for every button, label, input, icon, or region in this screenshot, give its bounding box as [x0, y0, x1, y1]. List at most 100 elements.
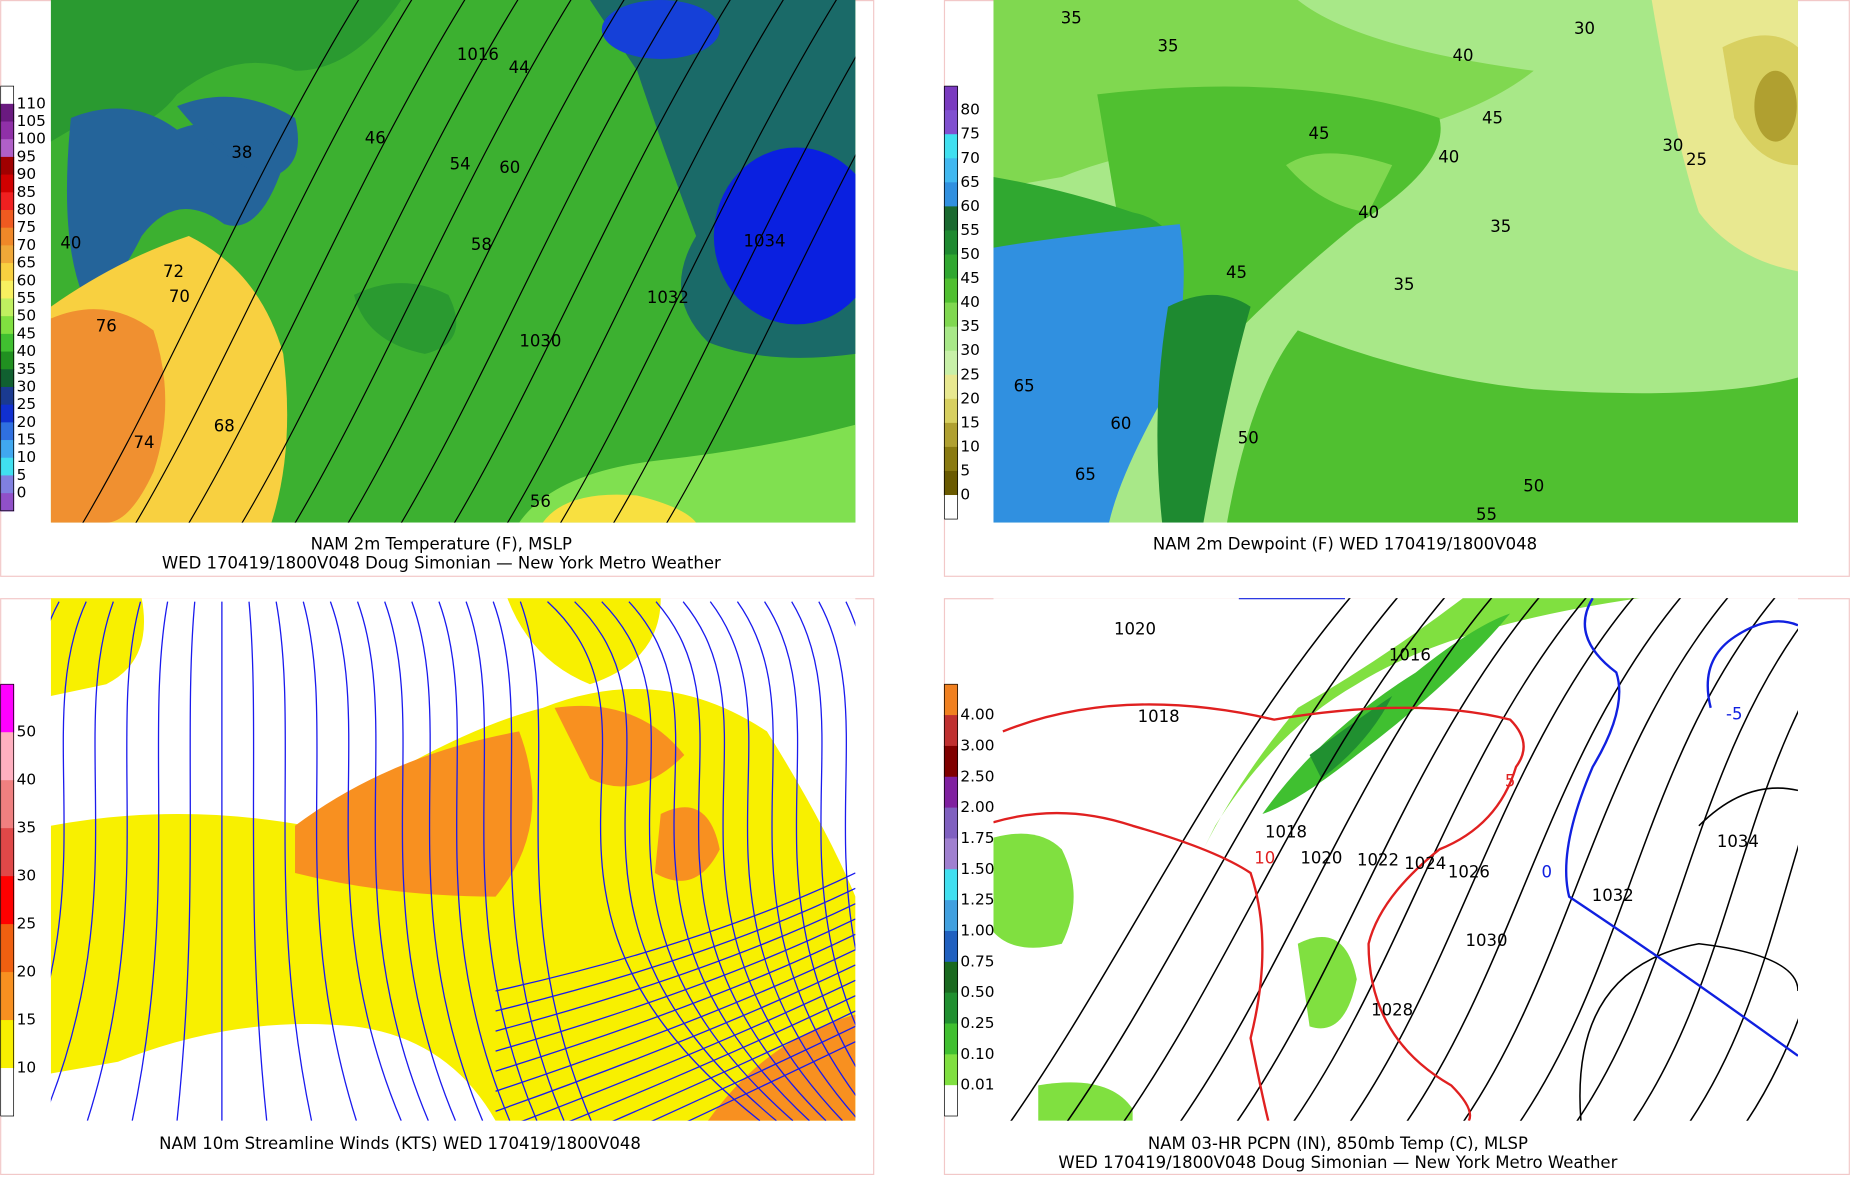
contour-label: 65	[1014, 376, 1035, 395]
colorbar-swatch	[0, 351, 15, 370]
colorbar-label: 10	[960, 437, 980, 455]
colorbar-swatch	[943, 326, 959, 352]
colorbar-label: 20	[17, 413, 37, 431]
streamline	[248, 601, 268, 1121]
colorbar-swatch	[0, 369, 15, 388]
colorbar-label: 5	[960, 461, 970, 479]
isobar	[1463, 598, 1729, 1121]
colorbar-swatch	[0, 1020, 15, 1069]
contour-label: 1028	[1371, 1001, 1413, 1020]
streamline	[495, 872, 856, 992]
contour-label: 50	[1523, 477, 1544, 496]
colorbar-label: 35	[17, 360, 37, 378]
colorbar-label: 15	[960, 413, 980, 431]
colorbar-label: 50	[960, 245, 980, 263]
contour-label: 1026	[1448, 862, 1490, 881]
isobar	[1010, 598, 1351, 1121]
contour-label: 38	[231, 143, 252, 162]
contour-label: 45	[1226, 263, 1247, 282]
colorbar-swatch	[0, 263, 15, 282]
isobar	[1576, 628, 1798, 1121]
streamline	[845, 601, 856, 627]
colorbar-swatch	[943, 374, 959, 400]
colorbar-label: 5	[17, 466, 27, 484]
isobar	[1066, 598, 1399, 1121]
map-temperature	[50, 0, 856, 523]
colorbar-label: 4.00	[960, 706, 994, 724]
isobar	[1632, 709, 1798, 1121]
panel-labels: 1016 44 46 54 60 58 1032 1034 38 40 70 7…	[60, 45, 785, 511]
colorbar-label: 25	[17, 915, 37, 933]
colorbar-label: 55	[17, 289, 37, 307]
colorbar-swatch	[943, 86, 959, 111]
colorbar-label: 1.75	[960, 829, 994, 847]
contour-label: 35	[1158, 37, 1179, 56]
contour-label: 1034	[744, 231, 786, 250]
colorbar-label: 1.25	[960, 891, 994, 909]
contour-label: 60	[499, 158, 520, 177]
isobar	[82, 0, 360, 523]
isotherms	[993, 598, 1798, 1121]
colorbar-label: 75	[17, 218, 37, 236]
isobar	[1123, 598, 1446, 1121]
isobar	[1579, 942, 1798, 1121]
colorbar-swatch	[0, 440, 15, 459]
colorbar-label: 85	[17, 183, 37, 201]
colorbar-label: 90	[17, 165, 37, 183]
colorbar-swatch	[943, 206, 959, 232]
contour-label: 1032	[647, 288, 689, 307]
colorbar-label: 95	[17, 147, 37, 165]
colorbar-label: 0	[960, 486, 970, 504]
colorbar-swatch	[0, 103, 15, 123]
colorbar-label: 30	[17, 377, 37, 395]
colorbar-swatch	[0, 316, 15, 335]
colorbar-swatch	[943, 230, 959, 256]
colorbar-label: 105	[17, 112, 46, 130]
colorbar-swatch	[943, 350, 959, 376]
caption: WED 170419/1800V048 Doug Simonian — New …	[162, 554, 721, 573]
contour-label: 44	[509, 58, 530, 77]
colorbar-label: 0.25	[960, 1014, 994, 1032]
isobar	[666, 154, 856, 523]
isobar	[135, 0, 413, 523]
colorbar-label: 15	[17, 431, 37, 449]
colorbar-swatch	[0, 475, 15, 494]
colorbar-swatch	[0, 876, 15, 925]
streamline	[682, 601, 843, 1121]
colorbar-label: 80	[960, 101, 980, 119]
colorbar-label: 15	[17, 1011, 37, 1029]
streamline	[547, 601, 761, 1121]
colorbar-label: 70	[960, 149, 980, 167]
colorbar-label: 0.75	[960, 952, 994, 970]
contour-label: 35	[1393, 275, 1414, 294]
colorbar-swatch	[0, 1068, 15, 1117]
contour-label: 1020	[1114, 619, 1156, 638]
contour-label: 35	[1490, 217, 1511, 236]
caption: NAM 03-HR PCPN (IN), 850mb Temp (C), MLS…	[1148, 1134, 1528, 1153]
contour-labels: 1016 44 46 54 60 58 1032 1034 38 40 70 7…	[60, 8, 1758, 1019]
contour-label: 40	[1358, 203, 1379, 222]
streamline	[438, 601, 511, 1121]
contour-label: 40	[1452, 46, 1473, 65]
colorbar-swatch	[943, 838, 959, 870]
colorbar-swatch	[943, 134, 959, 159]
isobar	[613, 56, 856, 523]
colorbar-swatch	[0, 386, 15, 406]
streamline	[601, 601, 794, 1121]
colorbar-swatch	[943, 182, 959, 207]
streamline	[495, 887, 856, 1012]
contour-label: 1016	[457, 45, 499, 64]
colorbar-label: 60	[17, 271, 37, 289]
isobar	[1519, 598, 1776, 1121]
colorbar-label: 35	[960, 317, 980, 335]
contour-label: 55	[1476, 505, 1497, 524]
isobar	[241, 0, 519, 523]
colorbar-label: 80	[17, 200, 37, 218]
colorbar-swatch	[0, 139, 15, 158]
colorbar-swatch	[943, 992, 959, 1025]
contour-label: 30	[1574, 19, 1595, 38]
colorbar-swatch	[0, 86, 15, 105]
contour-label: 50	[1238, 428, 1259, 447]
colorbar-frame	[944, 85, 958, 520]
